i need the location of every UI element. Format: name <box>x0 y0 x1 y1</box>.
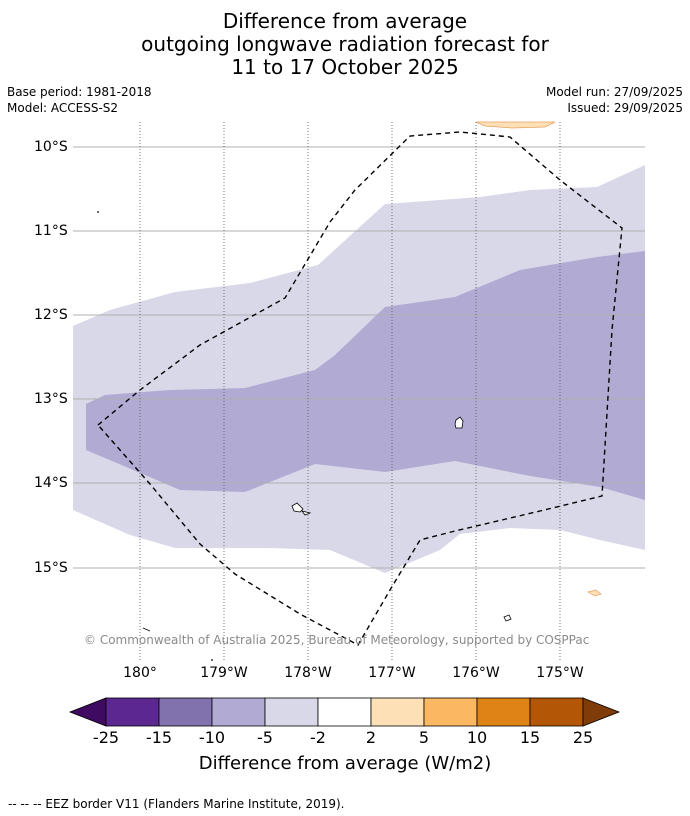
colorbar <box>68 697 621 727</box>
lat-label: 10°S <box>34 139 68 155</box>
eez-legend-note: -- -- -- EEZ border V11 (Flanders Marine… <box>8 797 345 811</box>
lat-label: 11°S <box>34 223 68 239</box>
colorbar-swatch <box>370 697 425 727</box>
colorbar-label: -10 <box>198 728 226 747</box>
lon-label: 180° <box>123 665 157 681</box>
colorbar-extend-low <box>68 697 107 727</box>
title-line-3: 11 to 17 October 2025 <box>231 55 459 79</box>
colorbar-swatch <box>423 697 478 727</box>
colorbar-swatch <box>105 697 160 727</box>
colorbar-swatch <box>476 697 531 727</box>
colorbar-label: -15 <box>145 728 173 747</box>
island-outline <box>503 614 512 622</box>
colorbar-label: -2 <box>310 728 326 747</box>
colorbar-label: 15 <box>519 728 541 747</box>
island-outline <box>454 416 464 429</box>
title-line-2: outgoing longwave radiation forecast for <box>141 32 549 56</box>
anomaly-mid-band <box>86 251 645 500</box>
copyright-credit: © Commonwealth of Australia 2025, Bureau… <box>84 633 590 647</box>
colorbar-swatch <box>529 697 584 727</box>
colorbar-label: 25 <box>572 728 594 747</box>
lat-label: 15°S <box>34 560 68 576</box>
lat-gridlines <box>73 146 645 569</box>
anomaly-orange-top <box>475 121 556 129</box>
colorbar-swatch <box>264 697 319 727</box>
island-dot <box>211 659 213 661</box>
base-period: Base period: 1981-2018 <box>7 85 152 99</box>
title-line-1: Difference from average <box>222 9 468 33</box>
lon-label: 176°W <box>452 665 500 681</box>
model-name: Model: ACCESS-S2 <box>7 101 119 115</box>
model-run: Model run: 27/09/2025 <box>545 85 683 99</box>
lat-label: 12°S <box>34 307 68 323</box>
lon-label: 175°W <box>536 665 584 681</box>
colorbar-label: 2 <box>365 728 377 747</box>
lat-label: 14°S <box>34 475 68 491</box>
colorbar-swatch <box>211 697 266 727</box>
lat-label: 13°S <box>34 391 68 407</box>
colorbar-label: 10 <box>466 728 488 747</box>
island-outline <box>142 627 151 632</box>
lon-label: 179°W <box>200 665 248 681</box>
colorbar-label: 5 <box>418 728 430 747</box>
colorbar-label: -25 <box>92 728 120 747</box>
colorbar-swatch <box>317 697 372 727</box>
island-dot <box>97 211 99 213</box>
lon-label: 178°W <box>284 665 332 681</box>
island-outline <box>301 510 312 516</box>
lon-label: 177°W <box>368 665 416 681</box>
colorbar-swatch <box>158 697 213 727</box>
colorbar-label: -5 <box>257 728 273 747</box>
colorbar-extend-high <box>582 697 621 727</box>
issued-date: Issued: 29/09/2025 <box>567 101 683 115</box>
colorbar-title: Difference from average (W/m2) <box>198 753 492 774</box>
anomaly-orange-small <box>587 589 602 597</box>
